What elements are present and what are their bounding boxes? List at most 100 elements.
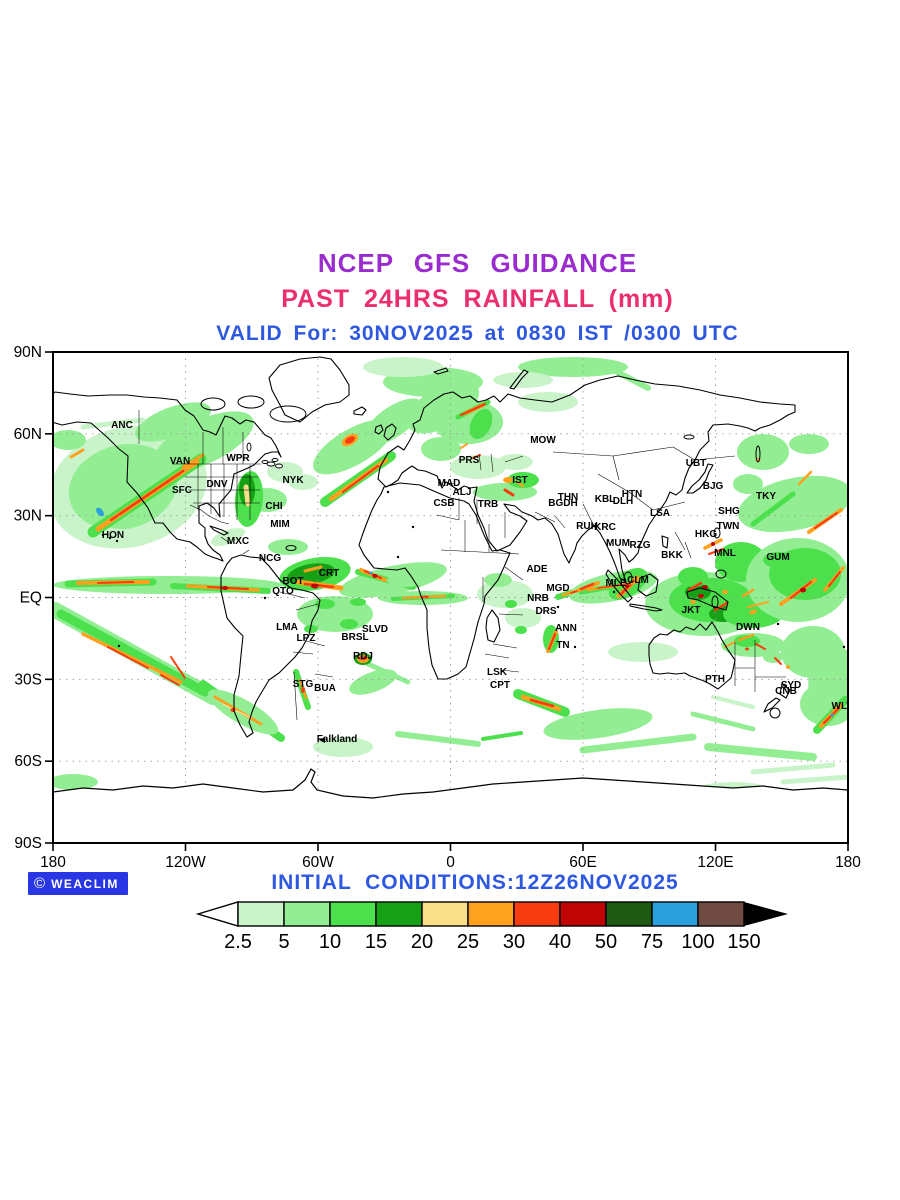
colorbar-value-label: 30 [503, 931, 525, 953]
city-label: KBL [595, 494, 616, 505]
city-label: BUA [314, 683, 336, 694]
page-title: NCEP GFS GUIDANCE [317, 248, 638, 278]
colorbar-value-label: 15 [365, 931, 387, 953]
country-borders-layer [138, 410, 786, 721]
initial-conditions-label: INITIAL CONDITIONS:12Z26NOV2025 [271, 871, 679, 894]
lat-axis-label: 60N [14, 426, 42, 443]
lon-axis-label: 60E [569, 854, 597, 871]
city-label: SHG [718, 506, 740, 517]
lat-axis-label: 30N [14, 508, 42, 525]
city-label: NYK [282, 475, 304, 486]
colorbar-segment [467, 901, 515, 927]
city-label: CLM [627, 575, 649, 586]
city-label: SLVD [362, 624, 388, 635]
city-label: HTN [622, 489, 643, 500]
city-label: RZG [629, 540, 650, 551]
lon-axis-label: 0 [446, 854, 455, 871]
city-label: STG [293, 679, 314, 690]
city-label: MGD [546, 583, 569, 594]
city-label: MAD [438, 478, 461, 489]
city-label: TRB [478, 499, 499, 510]
colorbar-left-arrow-icon [195, 901, 239, 927]
valid-time-line: VALID For: 30NOV2025 at 0830 IST /0300 U… [216, 322, 739, 345]
city-label: WPR [226, 453, 250, 464]
city-label: CPT [490, 680, 510, 691]
city-label: KRC [594, 522, 616, 533]
colorbar-value-label: 5 [278, 931, 289, 953]
colorbar-value-label: 25 [457, 931, 479, 953]
island-dots [101, 490, 846, 649]
rainfall-shading-layer [53, 357, 848, 833]
city-label: LPZ [297, 633, 316, 644]
city-label: NCG [259, 553, 281, 564]
city-label: ADE [526, 564, 547, 575]
colorbar-segment [605, 901, 653, 927]
city-label: TKY [756, 491, 776, 502]
city-label: MIM [270, 519, 289, 530]
city-label: WLT [832, 701, 853, 712]
city-label: BGDH [548, 498, 577, 509]
colorbar-value-label: 10 [319, 931, 341, 953]
city-label: CRT [319, 568, 340, 579]
city-label: BJG [703, 481, 724, 492]
city-label: ANN [555, 623, 577, 634]
city-label: IST [512, 475, 528, 486]
city-label: DNV [206, 479, 227, 490]
city-label: BKK [661, 550, 683, 561]
rainfall-colorbar: 2.5 5 10 15 20 25 30 40 50 75 100 150 [195, 901, 788, 953]
weaclim-logo-text: WEACLIM [51, 876, 119, 891]
colorbar-right-arrow-icon [744, 902, 788, 926]
lon-axis-label: 60W [302, 854, 334, 871]
city-label: MOW [530, 435, 556, 446]
colorbar-value-label: 150 [727, 931, 760, 953]
city-label: BRSL [341, 632, 368, 643]
weaclim-logo[interactable]: © WEACLIM [28, 872, 128, 895]
lat-axis-label: 90N [14, 344, 42, 361]
city-label: LMA [276, 622, 298, 633]
colorbar-segment [513, 901, 561, 927]
city-label: TWN [717, 521, 740, 532]
lat-axis-label: 30S [14, 671, 42, 688]
city-label: UBT [686, 458, 707, 469]
city-label: TN [556, 640, 569, 651]
city-label: THN [558, 492, 579, 503]
city-label: PRS [459, 455, 480, 466]
map-inner: ANC VAN WPR SFC DNV CHI NYK MIM MXC HON NCG CRT BOTQ… [53, 352, 853, 843]
city-label: VAN [170, 456, 190, 467]
lat-axis-label: EQ [20, 590, 42, 607]
city-label: ALJ [453, 487, 472, 498]
city-label: CNB [775, 686, 797, 697]
colorbar-segment [421, 901, 469, 927]
colorbar-segment [651, 901, 699, 927]
colorbar-segment [237, 901, 285, 927]
colorbar-segment [375, 901, 423, 927]
lon-axis-label: 120E [697, 854, 733, 871]
city-label: DRS [535, 606, 556, 617]
city-label: ANC [111, 420, 133, 431]
lon-axis-label: 180 [40, 854, 66, 871]
colorbar-segment [697, 901, 745, 927]
colorbar-segment [329, 901, 377, 927]
colorbar-segment [283, 901, 331, 927]
city-labels-layer: ANC VAN WPR SFC DNV CHI NYK MIM MXC HON NCG CRT BOTQ… [102, 420, 853, 745]
city-label: HON [102, 530, 124, 541]
lat-axis-label: 60S [14, 753, 42, 770]
coastlines-layer [53, 356, 796, 738]
colorbar-value-label: 50 [595, 931, 617, 953]
copyright-icon: © [34, 875, 46, 892]
city-label: QTO [272, 586, 294, 597]
city-label: MLE [605, 578, 626, 589]
city-label: LSA [650, 508, 670, 519]
city-label: RUH [576, 521, 598, 532]
colorbar-value-label: 20 [411, 931, 433, 953]
city-label: Falkland [317, 734, 358, 745]
city-label: DWN [736, 622, 760, 633]
colorbar-value-label: 75 [641, 931, 663, 953]
colorbar-value-label: 2.5 [224, 931, 252, 953]
latlon-grid [53, 352, 848, 843]
page-subtitle: PAST 24HRS RAINFALL (mm) [281, 285, 674, 313]
city-label: NRB [527, 593, 549, 604]
city-label: BOT [282, 576, 303, 587]
lon-axis-label: 120W [165, 854, 206, 871]
